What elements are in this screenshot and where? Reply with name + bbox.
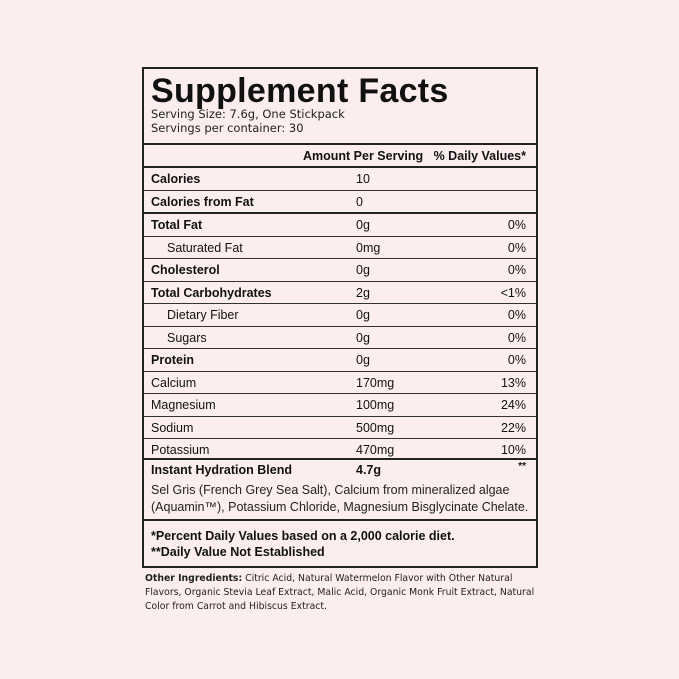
- other-ingredients: Other Ingredients: Citric Acid, Natural …: [145, 572, 545, 614]
- nutrient-daily-value: 22%: [500, 420, 526, 435]
- nutrient-row: Total Carbohydrates 2g <1%: [144, 280, 536, 304]
- divider: [144, 519, 536, 521]
- footnotes: *Percent Daily Values based on a 2,000 c…: [151, 528, 455, 560]
- nutrient-row: Sodium 500mg 22%: [144, 415, 536, 439]
- nutrient-label: Calcium: [151, 375, 197, 390]
- nutrient-amount: 0g: [356, 263, 370, 277]
- nutrient-daily-value: 24%: [500, 398, 526, 412]
- nutrient-amount: 10: [356, 172, 370, 186]
- nutrient-label: Magnesium: [151, 398, 216, 412]
- nutrient-row: Calcium 170mg 13%: [144, 370, 536, 394]
- nutrient-daily-value: 0%: [507, 308, 526, 322]
- divider: [144, 166, 536, 168]
- divider: [144, 143, 536, 145]
- nutrient-daily-value: 13%: [500, 375, 526, 390]
- column-header: Amount Per Serving % Daily Values*: [144, 145, 536, 167]
- nutrient-row: Total Fat 0g 0%: [144, 212, 536, 236]
- nutrient-amount: 100mg: [356, 398, 395, 412]
- nutrient-row: Saturated Fat 0mg 0%: [144, 235, 536, 259]
- nutrient-label: Dietary Fiber: [167, 308, 239, 322]
- nutrient-row: Cholesterol 0g 0%: [144, 258, 536, 281]
- other-ingredients-label: Other Ingredients:: [145, 573, 243, 584]
- nutrient-amount: 0g: [356, 353, 370, 367]
- divider: [144, 458, 536, 460]
- daily-header: % Daily Values*: [433, 149, 526, 163]
- nutrient-amount: 170mg: [356, 375, 395, 390]
- footnote: *Percent Daily Values based on a 2,000 c…: [151, 529, 455, 543]
- blend-label: Instant Hydration Blend: [151, 463, 292, 477]
- panel-title: Supplement Facts: [151, 72, 449, 110]
- nutrient-label: Sugars: [167, 330, 207, 345]
- nutrient-row: Magnesium 100mg 24%: [144, 393, 536, 416]
- nutrient-amount: 0g: [356, 308, 370, 322]
- nutrient-label: Saturated Fat: [167, 240, 243, 255]
- nutrient-row: Protein 0g 0%: [144, 348, 536, 371]
- amount-header: Amount Per Serving: [303, 149, 424, 163]
- nutrient-daily-value: 0%: [507, 330, 526, 345]
- nutrient-row: Potassium 470mg 10%: [144, 438, 536, 461]
- nutrient-daily-value: 0%: [507, 240, 526, 255]
- serving-size: Serving Size: 7.6g, One Stickpack: [151, 107, 345, 121]
- nutrient-label: Potassium: [151, 443, 210, 457]
- nutrient-row: Dietary Fiber 0g 0%: [144, 303, 536, 326]
- nutrient-label: Calories from Fat: [151, 194, 254, 209]
- nutrient-amount: 500mg: [356, 420, 395, 435]
- other-ingredients-text: Citric Acid, Natural Watermelon Flavor w…: [145, 573, 535, 612]
- nutrient-label: Sodium: [151, 420, 194, 435]
- nutrient-label: Total Carbohydrates: [151, 285, 272, 300]
- blend-amount: 4.7g: [356, 463, 382, 477]
- nutrient-amount: 0mg: [356, 240, 381, 255]
- serving-info: Serving Size: 7.6g, One Stickpack Servin…: [151, 107, 345, 135]
- nutrient-amount: 0g: [356, 330, 370, 345]
- nutrient-amount: 470mg: [356, 443, 395, 457]
- nutrient-daily-value: 0%: [507, 353, 526, 367]
- nutrient-row: Calories from Fat 0: [144, 189, 536, 213]
- nutrient-daily-value: 10%: [500, 443, 526, 457]
- blend-daily: **: [518, 461, 526, 472]
- nutrient-amount: 0g: [356, 218, 370, 232]
- nutrient-label: Protein: [151, 353, 195, 367]
- nutrient-daily-value: 0%: [507, 218, 526, 232]
- blend-description: Sel Gris (French Grey Sea Salt), Calcium…: [151, 483, 529, 514]
- nutrient-label: Cholesterol: [151, 263, 220, 277]
- nutrient-amount: 2g: [356, 285, 370, 300]
- servings-per-container: Servings per container: 30: [151, 121, 304, 135]
- nutrient-daily-value: 0%: [507, 263, 526, 277]
- nutrient-row: Sugars 0g 0%: [144, 325, 536, 349]
- nutrient-label: Total Fat: [151, 218, 203, 232]
- nutrient-rows: Calories 10 Calories from Fat 0 Total Fat 0g 0…: [144, 168, 536, 461]
- nutrient-label: Calories: [151, 172, 201, 186]
- nutrient-daily-value: <1%: [500, 285, 526, 300]
- footnote: **Daily Value Not Established: [151, 545, 325, 559]
- supplement-facts-panel: Supplement Facts Serving Size: 7.6g, One…: [142, 67, 538, 568]
- nutrient-amount: 0: [356, 194, 363, 209]
- nutrient-row: Calories 10: [144, 168, 536, 190]
